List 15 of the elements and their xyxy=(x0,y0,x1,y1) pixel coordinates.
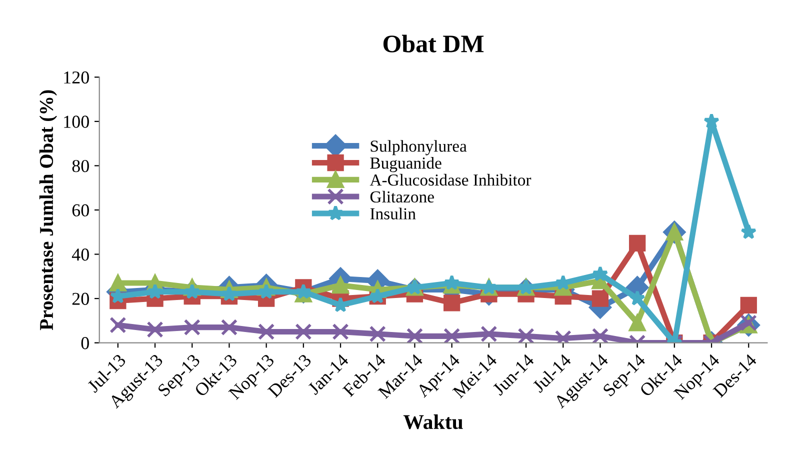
y-tick-label: 20 xyxy=(72,292,89,305)
legend-label: Buguanide xyxy=(370,157,442,172)
x-axis-title: Waktu xyxy=(403,414,463,430)
y-tick-label: 120 xyxy=(64,71,89,84)
y-axis-title: Prosentase Jumlah Obat (%) xyxy=(39,90,58,330)
legend-label: Insulin xyxy=(370,208,416,220)
y-tick-label: 60 xyxy=(72,204,89,216)
y-tick-label: 80 xyxy=(72,160,89,172)
y-tick-label: 40 xyxy=(72,248,89,261)
legend-label: Sulphonylurea xyxy=(370,140,467,156)
legend-label: Glitazone xyxy=(370,190,434,203)
chart-title: Obat DM xyxy=(383,34,484,52)
legend-label: A-Glucosidase Inhibitor xyxy=(370,174,532,186)
y-tick-label: 0 xyxy=(81,337,89,350)
y-tick-label: 100 xyxy=(64,116,89,128)
